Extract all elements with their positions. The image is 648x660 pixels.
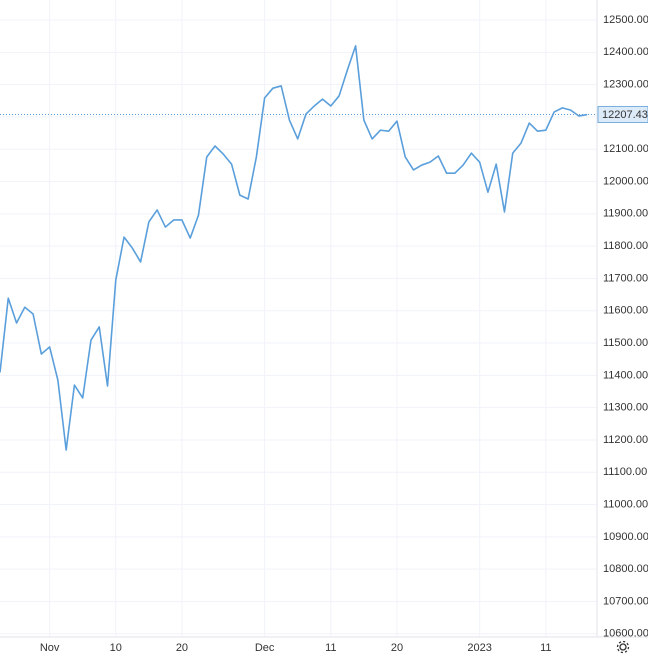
y-tick-label: 11000.00 (603, 498, 648, 510)
y-tick-label: 11400.00 (603, 369, 648, 381)
y-tick-label: 10700.00 (603, 595, 648, 607)
y-tick-label: 11600.00 (603, 305, 648, 317)
x-tick-label: 2023 (467, 642, 491, 654)
y-tick-label: 12100.00 (603, 143, 648, 155)
price-line (0, 45, 588, 451)
y-tick-label: 12500.00 (603, 14, 648, 26)
x-tick-label: Dec (255, 642, 275, 654)
x-tick-label: 20 (176, 642, 188, 654)
x-tick-label: 20 (391, 642, 403, 654)
y-tick-label: 12300.00 (603, 79, 648, 91)
y-tick-label: 11800.00 (603, 240, 648, 252)
settings-icon[interactable] (616, 640, 630, 654)
y-tick-label: 11500.00 (603, 337, 648, 349)
y-tick-label: 10800.00 (603, 563, 648, 575)
y-tick-label: 12000.00 (603, 175, 648, 187)
x-tick-label: Nov (40, 642, 60, 654)
x-tick-label: 10 (110, 642, 122, 654)
y-tick-label: 11100.00 (603, 466, 647, 478)
y-tick-label: 11700.00 (603, 272, 648, 284)
grid (0, 0, 597, 637)
y-tick-label: 10600.00 (603, 628, 648, 640)
y-tick-label: 12400.00 (603, 46, 648, 58)
y-tick-label: 11300.00 (603, 402, 648, 414)
y-tick-label: 11900.00 (603, 208, 648, 220)
x-tick-label: 11 (540, 642, 551, 654)
last-price-box (597, 106, 648, 123)
y-tick-label: 11200.00 (603, 434, 648, 446)
y-tick-label: 10900.00 (603, 531, 648, 543)
last-price-label: 12207.43 (602, 109, 648, 121)
x-tick-label: 11 (325, 642, 336, 654)
